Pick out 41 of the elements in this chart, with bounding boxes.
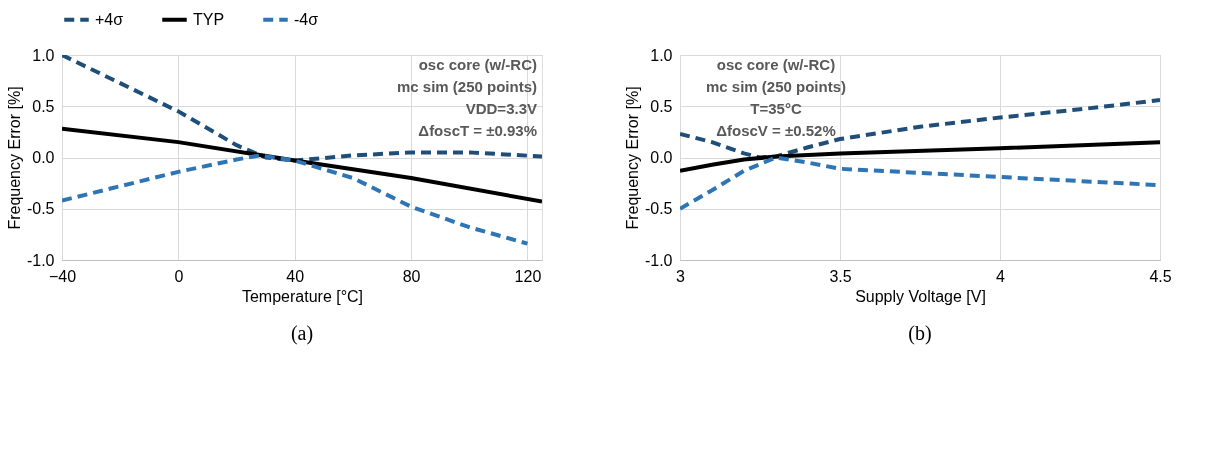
x-tick-label: 0 [174,267,184,285]
x-axis-title: Supply Voltage [V] [855,287,986,305]
line-series [62,126,542,204]
line-series [62,153,530,246]
x-tick-label: −40 [48,267,77,285]
x-tick-label: 4 [996,267,1006,285]
y-tick-label: 0.5 [650,97,673,115]
legend-label: TYP [193,10,225,28]
x-tick-label: 40 [286,267,305,285]
x-tick-label: 4.5 [1149,267,1172,285]
x-tick-label: 3 [676,267,686,285]
y-axis-title: Frequency Error [%] [5,86,23,230]
y-tick-label: -0.5 [644,200,673,218]
annotation: T=35°C [750,100,802,117]
y-tick-label: -1.0 [644,251,673,269]
annotation: ΔfoscT = ±0.93% [418,122,537,139]
y-tick-label: 0.0 [650,149,673,166]
annotation: mc sim (250 points) [396,78,537,95]
y-axis-title: Frequency Error [%] [623,86,641,230]
y-tick-label: 0.0 [32,149,55,166]
annotation: ΔfoscV = ±0.52% [716,122,836,139]
annotation: mc sim (250 points) [705,78,847,95]
text: (b) [908,322,932,345]
legend-label: -4σ [294,10,319,28]
x-tick-label: 120 [514,267,542,285]
x-axis-title: Temperature [°C] [241,287,364,305]
y-tick-label: 1.0 [650,46,673,64]
annotation: osc core (w/-RC) [418,56,537,73]
x-tick-label: 3.5 [829,267,852,285]
line-series [680,140,1160,173]
legend-label: +4σ [95,10,124,28]
line-series [680,98,1160,160]
line-series [62,55,542,163]
x-tick-label: 80 [402,267,421,285]
y-tick-label: 1.0 [32,46,55,64]
y-tick-label: -1.0 [26,251,55,269]
annotation: osc core (w/-RC) [716,56,836,73]
y-tick-label: 0.5 [32,97,55,115]
annotation: VDD=3.3V [465,100,537,117]
y-tick-label: -0.5 [26,200,55,218]
text: (a) [290,322,314,345]
